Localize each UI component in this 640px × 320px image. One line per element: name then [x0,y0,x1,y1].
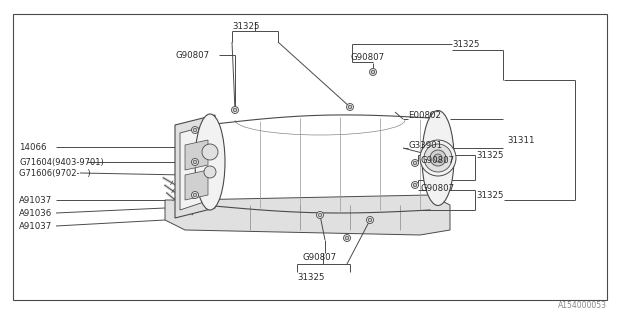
Circle shape [430,150,446,166]
Text: 31325: 31325 [476,150,504,159]
Polygon shape [180,125,210,210]
Text: 31325: 31325 [476,190,504,199]
Circle shape [233,108,237,112]
Text: 31325: 31325 [452,39,479,49]
Text: E00802: E00802 [408,110,441,119]
Polygon shape [165,195,450,235]
Circle shape [191,158,198,165]
Circle shape [344,235,351,242]
Circle shape [413,161,417,165]
Text: 31311: 31311 [507,135,534,145]
Circle shape [232,107,239,114]
Circle shape [202,144,218,160]
Text: 31325: 31325 [297,274,324,283]
Text: G71606(9702-   ): G71606(9702- ) [19,169,91,178]
Circle shape [412,181,419,188]
Text: G33901: G33901 [408,140,442,149]
Text: A154000053: A154000053 [558,300,607,309]
Polygon shape [175,115,215,218]
Ellipse shape [422,110,454,205]
Text: A91037: A91037 [19,221,52,230]
Polygon shape [185,170,208,200]
Text: G71604(9403-9701): G71604(9403-9701) [19,157,104,166]
Text: G90807: G90807 [420,183,454,193]
Circle shape [412,159,419,166]
Circle shape [348,105,352,109]
Text: G90807: G90807 [420,156,454,164]
Circle shape [434,154,442,162]
Text: A91036: A91036 [19,209,52,218]
Circle shape [369,68,376,76]
Polygon shape [185,140,208,170]
Circle shape [317,212,323,219]
Ellipse shape [195,114,225,210]
Bar [13,14,607,300]
Circle shape [424,144,452,172]
Text: G90807: G90807 [175,51,209,60]
Text: 31325: 31325 [232,21,259,30]
Circle shape [371,70,375,74]
Circle shape [204,166,216,178]
Text: G90807: G90807 [302,252,336,261]
Text: G90807: G90807 [350,52,384,61]
Text: 14066: 14066 [19,142,47,151]
Circle shape [368,218,372,222]
Circle shape [318,213,322,217]
Circle shape [193,193,196,197]
Circle shape [420,140,456,176]
Circle shape [346,103,353,110]
Circle shape [193,160,196,164]
Circle shape [191,126,198,133]
Circle shape [413,183,417,187]
Circle shape [191,191,198,198]
Circle shape [345,236,349,240]
Circle shape [367,217,374,223]
Text: A91037: A91037 [19,196,52,204]
Circle shape [193,128,196,132]
